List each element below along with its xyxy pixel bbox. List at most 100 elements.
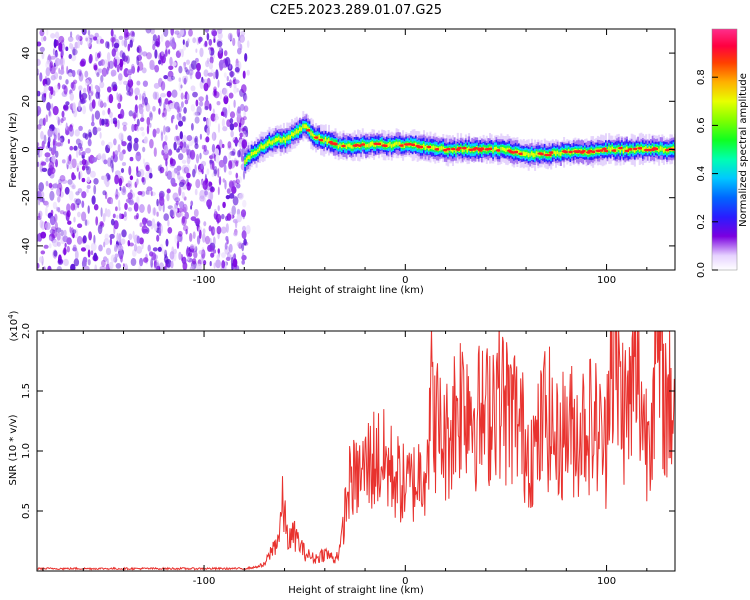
noise-speckle (125, 32, 131, 37)
noise-speckle (52, 105, 59, 116)
noise-speckle (65, 46, 69, 52)
noise-speckle (72, 229, 77, 234)
trace-band (266, 141, 269, 147)
noise-speckle (171, 114, 175, 120)
noise-speckle (237, 150, 241, 158)
noise-speckle (133, 141, 139, 152)
noise-speckle (227, 141, 232, 149)
noise-speckle (97, 68, 103, 73)
noise-speckle (130, 258, 137, 266)
noise-speckle (142, 51, 148, 57)
noise-speckle (204, 40, 208, 47)
noise-speckle (233, 139, 239, 144)
noise-speckle (45, 222, 51, 231)
colorbar-label: Normalized spectral amplitude (738, 73, 749, 227)
noise-speckle (49, 190, 55, 201)
noise-speckle (109, 233, 115, 239)
noise-speckle (91, 99, 96, 109)
noise-speckle (73, 216, 76, 223)
trace-peak (495, 149, 502, 152)
noise-speckle (41, 167, 48, 172)
noise-speckle (40, 231, 47, 239)
noise-speckle (110, 69, 117, 77)
noise-speckle (203, 117, 207, 122)
noise-speckle (209, 191, 214, 201)
trace-band (371, 141, 374, 146)
noise-speckle (224, 56, 231, 67)
trace-band (415, 142, 417, 147)
trace-band (659, 146, 662, 151)
noise-speckle (208, 181, 213, 188)
noise-speckle (119, 186, 122, 191)
noise-speckle (164, 49, 168, 57)
trace-band (339, 143, 342, 147)
noise-speckle (52, 239, 59, 247)
noise-speckle (226, 188, 231, 194)
noise-speckle (110, 117, 114, 125)
noise-speckle (77, 223, 83, 228)
noise-speckle (219, 90, 222, 100)
noise-speckle (116, 92, 119, 101)
noise-speckle (217, 29, 223, 34)
noise-speckle (194, 143, 199, 150)
trace-band (281, 138, 284, 143)
noise-speckle (39, 29, 45, 37)
noise-speckle (71, 174, 77, 180)
noise-speckle (215, 213, 222, 223)
noise-speckle (228, 79, 233, 88)
noise-speckle (41, 161, 47, 166)
noise-speckle (117, 144, 121, 153)
trace-band (468, 146, 471, 151)
noise-speckle (43, 244, 49, 249)
noise-speckle (171, 170, 176, 179)
noise-speckle (173, 167, 178, 174)
noise-speckle (178, 65, 183, 74)
noise-speckle (241, 230, 247, 240)
noise-speckle (183, 166, 190, 174)
noise-speckle (199, 47, 204, 58)
noise-speckle (221, 260, 226, 269)
spectrogram-y-tick-label: -40 (21, 238, 32, 254)
noise-speckle (46, 102, 51, 111)
trace-peak (637, 147, 644, 150)
noise-speckle (223, 95, 229, 105)
noise-speckle (85, 147, 91, 154)
noise-speckle (176, 112, 182, 121)
trace-peak (590, 150, 597, 154)
snr-y-ticks: 0.5 1.0 1.5 2.0 (21, 323, 675, 519)
noise-speckle (211, 143, 216, 153)
trace-band (505, 148, 508, 153)
trace-band (522, 151, 525, 156)
noise-speckle (189, 72, 193, 80)
noise-speckle (228, 170, 232, 176)
noise-speckle (245, 224, 251, 235)
noise-speckle (229, 181, 235, 190)
noise-speckle (210, 113, 217, 122)
noise-speckle (93, 64, 98, 71)
noise-speckle (150, 258, 154, 268)
snr-x-tick-label: 100 (597, 576, 616, 587)
noise-speckle (72, 232, 75, 239)
noise-speckle (184, 67, 188, 73)
noise-speckle (182, 134, 187, 145)
noise-speckle (164, 259, 170, 265)
noise-speckle (68, 72, 73, 77)
noise-speckle (229, 123, 235, 131)
noise-speckle (195, 71, 202, 80)
trace-band (252, 151, 255, 155)
noise-speckle (195, 48, 198, 53)
noise-speckle (87, 205, 90, 214)
noise-speckle (77, 39, 80, 49)
noise-speckle (180, 101, 184, 108)
trace-band (310, 131, 313, 136)
noise-speckle (100, 207, 103, 218)
noise-speckle (130, 30, 135, 37)
noise-speckle (71, 158, 77, 169)
noise-speckle (146, 52, 152, 60)
trace-band (291, 132, 293, 136)
noise-speckle (63, 247, 67, 256)
noise-speckle (47, 141, 51, 149)
noise-speckle (235, 183, 241, 189)
trace-band (398, 141, 401, 145)
trace-peak (376, 142, 383, 146)
